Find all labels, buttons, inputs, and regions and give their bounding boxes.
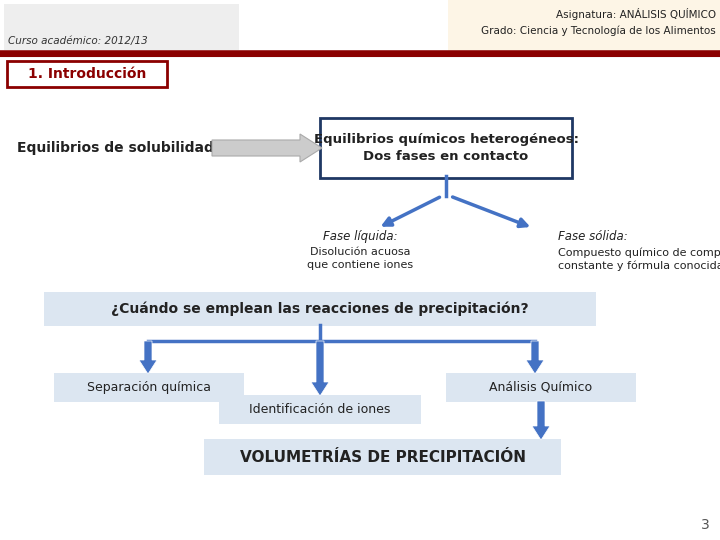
Polygon shape bbox=[526, 341, 544, 374]
Text: Separación química: Separación química bbox=[87, 381, 211, 394]
Polygon shape bbox=[532, 401, 550, 440]
Text: Curso académico: 2012/13: Curso académico: 2012/13 bbox=[8, 36, 148, 46]
FancyBboxPatch shape bbox=[446, 373, 636, 402]
FancyBboxPatch shape bbox=[320, 118, 572, 178]
Polygon shape bbox=[139, 341, 157, 374]
Text: Disolución acuosa
que contiene iones: Disolución acuosa que contiene iones bbox=[307, 247, 413, 270]
Bar bbox=[4, 4, 239, 50]
Polygon shape bbox=[311, 341, 329, 396]
Text: Equilibrios de solubilidad: Equilibrios de solubilidad bbox=[17, 141, 213, 155]
Text: VOLUMETRÍAS DE PRECIPITACIÓN: VOLUMETRÍAS DE PRECIPITACIÓN bbox=[240, 449, 526, 464]
FancyBboxPatch shape bbox=[44, 292, 596, 326]
Text: ¿Cuándo se emplean las reacciones de precipitación?: ¿Cuándo se emplean las reacciones de pre… bbox=[111, 302, 528, 316]
Polygon shape bbox=[212, 134, 322, 162]
Text: Análisis Químico: Análisis Químico bbox=[490, 381, 593, 394]
FancyBboxPatch shape bbox=[204, 439, 561, 475]
Text: Compuesto químico de composición
constante y fórmula conocida: Compuesto químico de composición constan… bbox=[558, 247, 720, 271]
Text: Grado: Ciencia y Tecnología de los Alimentos: Grado: Ciencia y Tecnología de los Alime… bbox=[481, 26, 716, 37]
Text: Equilibrios químicos heterogéneos:
Dos fases en contacto: Equilibrios químicos heterogéneos: Dos f… bbox=[313, 133, 578, 163]
Text: Fase líquida:: Fase líquida: bbox=[323, 230, 397, 243]
Text: Asignatura: ANÁLISIS QUÍMICO: Asignatura: ANÁLISIS QUÍMICO bbox=[556, 8, 716, 20]
Text: Identificación de iones: Identificación de iones bbox=[249, 403, 391, 416]
FancyBboxPatch shape bbox=[7, 61, 167, 87]
Text: 3: 3 bbox=[701, 518, 710, 532]
Text: 1. Introducción: 1. Introducción bbox=[28, 67, 146, 81]
FancyBboxPatch shape bbox=[219, 395, 421, 424]
Bar bbox=[448, 0, 720, 54]
Text: Fase sólida:: Fase sólida: bbox=[558, 230, 628, 243]
FancyBboxPatch shape bbox=[54, 373, 244, 402]
